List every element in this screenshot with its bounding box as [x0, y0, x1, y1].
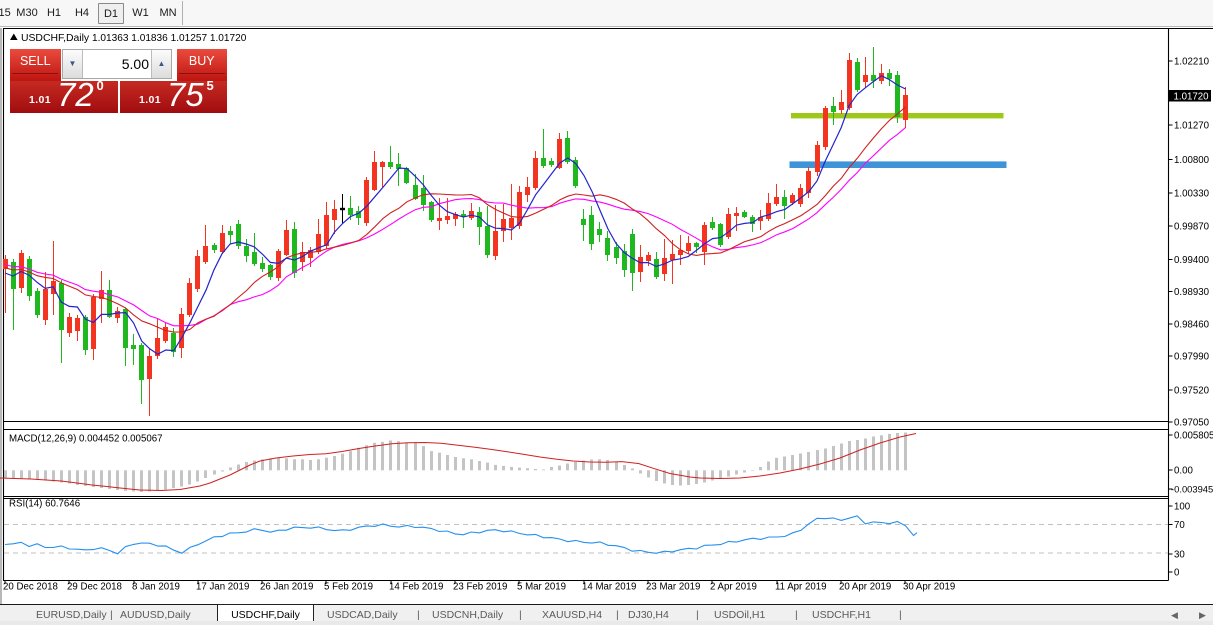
svg-text:1.01720: 1.01720: [1174, 91, 1210, 102]
svg-text:USDCHF,Daily: USDCHF,Daily: [21, 33, 90, 44]
svg-text:5 Mar 2019: 5 Mar 2019: [517, 582, 566, 593]
svg-text:26 Jan 2019: 26 Jan 2019: [260, 582, 313, 593]
svg-text:0.99870: 0.99870: [1174, 221, 1210, 232]
svg-text:100: 100: [1174, 501, 1191, 512]
svg-text:2 Apr 2019: 2 Apr 2019: [710, 582, 757, 593]
svg-text:0.005805: 0.005805: [1174, 430, 1213, 441]
svg-text:30: 30: [1174, 549, 1185, 560]
svg-text:MACD(12,26,9) 0.004452 0.00506: MACD(12,26,9) 0.004452 0.005067: [9, 434, 163, 445]
svg-text:0.97990: 0.97990: [1174, 351, 1210, 362]
svg-text:1.01270: 1.01270: [1174, 120, 1210, 131]
svg-text:70: 70: [1174, 520, 1185, 531]
svg-text:17 Jan 2019: 17 Jan 2019: [196, 582, 249, 593]
svg-text:1.01363 1.01836 1.01257 1.0172: 1.01363 1.01836 1.01257 1.01720: [92, 33, 247, 44]
svg-text:-0.003945: -0.003945: [1171, 483, 1213, 494]
svg-text:0.98460: 0.98460: [1174, 319, 1210, 330]
svg-text:1.02210: 1.02210: [1174, 56, 1210, 67]
svg-text:23 Feb 2019: 23 Feb 2019: [453, 582, 507, 593]
svg-text:0.98930: 0.98930: [1174, 287, 1210, 298]
svg-text:5 Feb 2019: 5 Feb 2019: [324, 582, 373, 593]
svg-text:30 Apr 2019: 30 Apr 2019: [903, 582, 955, 593]
svg-text:1.00800: 1.00800: [1174, 155, 1210, 166]
svg-text:20 Apr 2019: 20 Apr 2019: [839, 582, 891, 593]
svg-text:8 Jan 2019: 8 Jan 2019: [132, 582, 180, 593]
svg-text:14 Mar 2019: 14 Mar 2019: [582, 582, 636, 593]
svg-text:0.00: 0.00: [1174, 465, 1193, 476]
svg-text:11 Apr 2019: 11 Apr 2019: [775, 582, 827, 593]
svg-text:0.97520: 0.97520: [1174, 385, 1210, 396]
svg-text:0.99400: 0.99400: [1174, 255, 1210, 266]
svg-text:0: 0: [1174, 567, 1180, 578]
svg-text:0.97050: 0.97050: [1174, 417, 1210, 428]
svg-text:1.00330: 1.00330: [1174, 188, 1210, 199]
svg-text:29 Dec 2018: 29 Dec 2018: [67, 582, 122, 593]
svg-text:14 Feb 2019: 14 Feb 2019: [389, 582, 443, 593]
svg-text:20 Dec 2018: 20 Dec 2018: [3, 582, 58, 593]
svg-text:RSI(14) 60.7646: RSI(14) 60.7646: [9, 499, 80, 510]
svg-text:23 Mar 2019: 23 Mar 2019: [646, 582, 700, 593]
